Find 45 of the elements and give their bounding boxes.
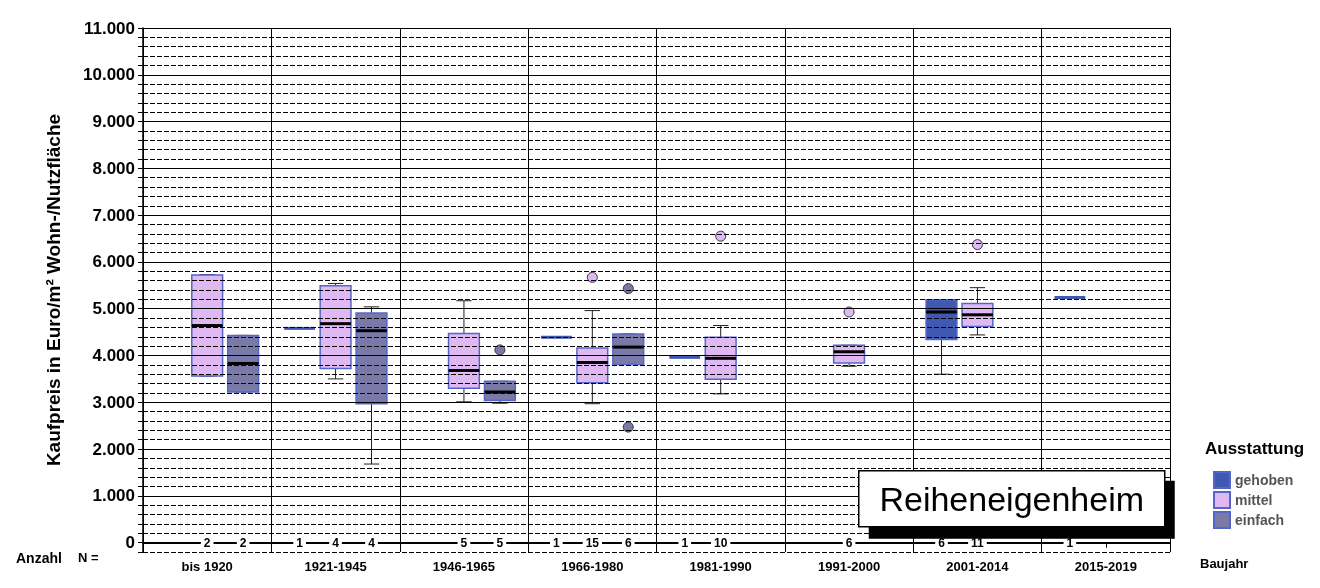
y-tick-label: 10.000 (83, 65, 135, 85)
y-tick-label: 8.000 (92, 158, 135, 178)
text: Reiheneigenheim (879, 479, 1145, 518)
y-tick-label: 5.000 (92, 299, 135, 319)
x-tick-label: 1981-1990 (689, 559, 752, 574)
legend-label: gehoben (1235, 472, 1294, 488)
x-tick-label: 1991-2000 (817, 559, 881, 574)
text: 4 (332, 535, 339, 550)
text: 1 (1066, 535, 1074, 550)
text: 6 (624, 535, 632, 550)
y-tick-label: 0 (125, 533, 135, 553)
x-tick-label: 1966-1980 (561, 559, 624, 574)
text: 2 (203, 535, 211, 550)
y-tick-label: 4.000 (92, 346, 135, 365)
y-tick-label: 9.000 (92, 112, 135, 132)
text: 6 (938, 535, 945, 550)
x-tick-label: 1946-1965 (432, 559, 496, 574)
y-tick-label: 1.000 (92, 486, 135, 506)
y-tick-label: 11.000 (83, 18, 135, 38)
y-tick-label: 2.000 (92, 439, 135, 459)
text: 1 (553, 535, 560, 550)
text: 5 (460, 535, 468, 550)
y-tick-label: 3.000 (92, 392, 135, 412)
text: 10 (714, 535, 728, 550)
y-tick-label: 7.000 (92, 205, 135, 225)
x-tick-label: 1921-1945 (304, 559, 367, 574)
text: 1 (296, 535, 303, 550)
x-axis-title: Baujahr (1200, 555, 1249, 571)
text: 4 (368, 535, 375, 550)
text: 1 (681, 535, 689, 550)
legend-label: einfach (1235, 512, 1285, 528)
x-tick-label: 2001-2014 (946, 559, 1010, 574)
text: 15 (585, 535, 599, 550)
text: 11 (971, 535, 984, 550)
text: 5 (496, 535, 504, 550)
y-tick-label: 6.000 (92, 252, 135, 272)
legend-label: mittel (1235, 492, 1273, 508)
x-tick-label: 2015-2019 (1074, 559, 1137, 574)
text: N = (78, 550, 99, 565)
y-axis-title: Kaufpreis in Euro/m² Wohn-/Nutzfläche (43, 113, 64, 467)
x-tick-label: bis 1920 (181, 559, 233, 574)
text: Anzahl (16, 550, 62, 566)
text: 2 (239, 535, 247, 550)
text: 6 (845, 535, 853, 550)
legend-title: Ausstattung (1205, 439, 1305, 458)
